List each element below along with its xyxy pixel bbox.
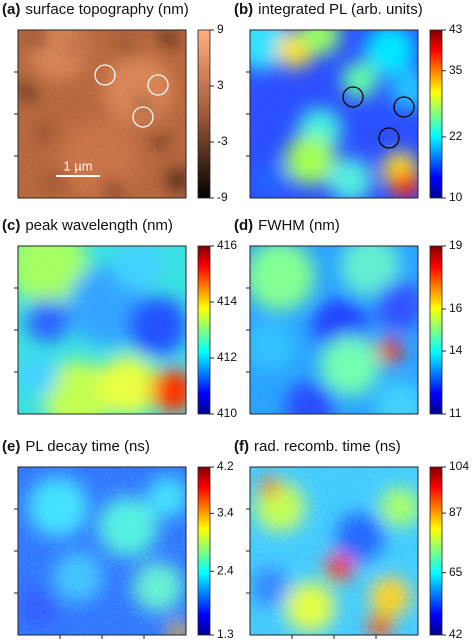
colorbar-tick-label: 11 [449,406,462,420]
colorbar [429,29,443,199]
colorbar-tick-label: 2.4 [217,563,234,577]
colorbar-tick-label: 22 [449,129,463,143]
colorbar [429,466,443,636]
colorbar-tick-label: 43 [449,22,463,36]
marker-circle [342,86,364,108]
panel-title: (f) rad. recomb. time (ns) [234,438,401,455]
panel: (b) integrated PL (arb. units) 43 35 22 10 [234,1,463,204]
marker-circle [378,127,400,149]
map [250,246,418,414]
panel: (c) peak wavelength (nm) 416 414 412 410 [2,217,237,420]
panel: (e) PL decay time (ns) 4.2 3.4 2.4 1.3 [2,438,234,641]
panel-title-text: integrated PL (arb. units) [258,1,423,18]
panel: (a) surface topography (nm) 1 µm 9 3 -3 -9 [2,1,228,204]
panel-label: (b) [234,1,253,18]
colorbar-tick-label: 4.2 [217,459,234,473]
marker-circle [147,74,169,96]
colorbar-tick-label: 104 [449,459,469,473]
panel-label: (e) [2,438,20,455]
map-noise [250,246,418,414]
colorbar-tick-label: 19 [449,238,463,252]
colorbar-tick-label: 3 [217,78,224,92]
panel-label: (a) [2,1,20,18]
panel-title: (e) PL decay time (ns) [2,438,150,455]
map-noise [18,30,186,198]
colorbar [197,245,211,415]
panel-title: (c) peak wavelength (nm) [2,217,173,234]
map [250,30,418,198]
map-noise [250,467,418,635]
colorbar-tick-label: 9 [217,22,224,36]
colorbar-tick-label: 87 [449,505,463,519]
colorbar-tick-label: 3.4 [217,506,234,520]
scale-bar-label: 1 µm [63,158,92,173]
panel-title-text: peak wavelength (nm) [25,217,173,234]
panel-title: (b) integrated PL (arb. units) [234,1,423,18]
marker-circle [393,96,415,118]
colorbar-tick-label: 65 [449,565,463,579]
panel-label: (c) [2,217,20,234]
panel: (f) rad. recomb. time (ns) 104 87 65 42 [234,438,469,641]
panel-title-text: surface topography (nm) [25,1,188,18]
colorbar-tick-label: 414 [217,294,237,308]
marker-circle [94,64,116,86]
colorbar [429,245,443,415]
colorbar [197,29,211,199]
colorbar-tick-label: 35 [449,63,463,77]
colorbar-tick-label: 416 [217,238,237,252]
map [18,467,186,635]
colorbar-tick-label: -9 [217,190,228,204]
panel: (d) FWHM (nm) 19 16 14 11 [234,217,463,420]
panel-title-text: PL decay time (ns) [25,438,150,455]
map [250,467,418,635]
colorbar-tick-label: 16 [449,301,463,315]
map-noise [18,467,186,635]
colorbar [197,466,211,636]
map-noise [18,246,186,414]
panel-title: (d) FWHM (nm) [234,217,340,234]
colorbar-tick-label: 410 [217,406,237,420]
panel-label: (d) [234,217,253,234]
colorbar-tick-label: 1.3 [217,627,234,641]
colorbar-tick-label: 412 [217,350,237,364]
panel-title: (a) surface topography (nm) [2,1,189,18]
colorbar-tick-label: 14 [449,343,463,357]
panel-title-text: FWHM (nm) [258,217,340,234]
panel-label: (f) [234,438,249,455]
marker-circle [132,106,154,128]
colorbar-tick-label: -3 [217,134,228,148]
panel-title-text: rad. recomb. time (ns) [254,438,401,455]
map [18,30,186,198]
colorbar-tick-label: 10 [449,190,463,204]
map-noise [250,30,418,198]
colorbar-tick-label: 42 [449,627,463,641]
map [18,246,186,414]
